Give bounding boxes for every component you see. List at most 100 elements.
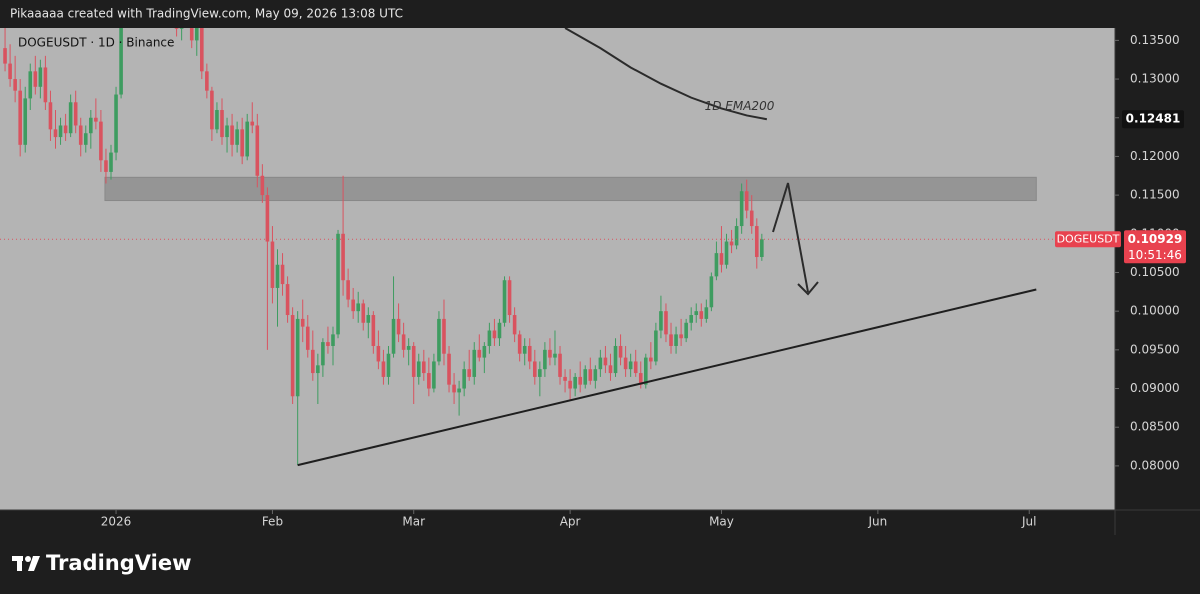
y-tick-label: 0.10500 <box>1130 265 1180 279</box>
ema-label: 1D EMA200 <box>705 99 775 113</box>
candle-body <box>694 311 699 316</box>
candle-body <box>724 241 729 265</box>
candle-body <box>613 345 618 374</box>
candle-body <box>406 345 411 350</box>
candle-body <box>356 303 361 312</box>
candle-body <box>729 241 734 246</box>
candle-body <box>200 28 204 72</box>
ema-price-box <box>1122 110 1184 129</box>
candle-body <box>396 318 401 335</box>
candle-body <box>749 210 754 227</box>
logo-part <box>25 556 31 562</box>
candle-body <box>593 369 598 381</box>
candle-body <box>462 369 466 389</box>
candle-body <box>255 125 260 176</box>
candle-body <box>553 353 557 358</box>
candle-body <box>739 191 744 227</box>
candle-body <box>492 330 497 339</box>
candle-body <box>679 334 683 339</box>
candle-body <box>654 330 658 362</box>
candle-body <box>386 353 391 377</box>
candle-body <box>94 117 98 122</box>
candle-body <box>638 373 643 385</box>
candle-body <box>351 299 355 312</box>
candle-body <box>760 239 764 258</box>
candle-body <box>401 334 406 350</box>
candle-body <box>346 280 350 300</box>
countdown-label: 10:51:46 <box>1128 248 1182 262</box>
candle-body <box>719 253 724 265</box>
candle-body <box>734 226 739 246</box>
candle-body <box>633 361 638 374</box>
brand-name: TradingView <box>46 551 191 575</box>
candle-body <box>331 334 335 346</box>
candle-body <box>472 349 477 377</box>
plot-area <box>0 28 1115 510</box>
x-tick-label: Jun <box>867 515 887 529</box>
candle-body <box>714 253 719 277</box>
candle-body <box>270 241 275 288</box>
candle-body <box>245 121 250 157</box>
candle-body <box>608 365 613 374</box>
candle-body <box>321 342 325 366</box>
brand: TradingView <box>12 551 191 575</box>
candle-body <box>341 233 345 281</box>
candle-body <box>447 353 451 385</box>
candle-body <box>23 98 28 145</box>
candle-body <box>598 357 603 370</box>
candle-body <box>28 71 33 99</box>
candle-body <box>416 361 421 377</box>
candle-body <box>250 121 255 126</box>
candle-body <box>194 28 199 41</box>
candle-body <box>527 345 532 362</box>
candle-body <box>83 133 88 145</box>
logo-part <box>28 556 40 571</box>
candle-body <box>578 376 583 385</box>
price-label: 0.10929 <box>1128 232 1183 246</box>
candle-body <box>684 322 688 339</box>
candle-body <box>643 357 648 385</box>
candle-body <box>8 63 12 80</box>
candle-body <box>220 110 224 138</box>
candle-body <box>311 349 315 374</box>
candle-body <box>744 191 749 211</box>
candle-body <box>538 369 542 377</box>
ticker-box <box>1055 231 1121 248</box>
candle-body <box>48 102 53 130</box>
candle-body <box>467 369 472 377</box>
candle-body <box>497 322 502 339</box>
candle-body <box>63 125 68 134</box>
candle-body <box>68 102 73 134</box>
candle-body <box>18 90 22 145</box>
candle-body <box>235 129 239 145</box>
price-box <box>1124 230 1186 264</box>
header: Pikaaaaa created with TradingView.com, M… <box>10 7 403 21</box>
candle-body <box>502 280 507 323</box>
candle-body <box>669 334 673 346</box>
y-tick-label: 0.11500 <box>1130 188 1180 202</box>
candle-body <box>230 125 234 145</box>
candle-body <box>280 264 285 285</box>
ticker-label: DOGEUSDT <box>1057 232 1120 245</box>
candle-body <box>689 315 693 323</box>
candle-body <box>432 361 436 389</box>
candle-body <box>649 357 653 362</box>
symbol-title: DOGEUSDT · 1D · Binance <box>18 36 174 50</box>
candle-body <box>583 369 588 385</box>
candle-body <box>305 326 310 350</box>
y-tick-label: 0.09500 <box>1130 342 1180 356</box>
candle-body <box>664 311 668 335</box>
x-tick-label: Mar <box>402 515 425 529</box>
candle-body <box>623 357 628 370</box>
arrow-head <box>797 281 819 296</box>
candle-body <box>704 307 709 319</box>
candle-body <box>457 388 461 393</box>
candle-body <box>442 318 446 354</box>
candle-body <box>452 384 456 393</box>
logo-part <box>17 556 22 571</box>
candle-body <box>376 345 381 362</box>
candle-body <box>189 28 194 41</box>
candle-body <box>240 129 244 157</box>
candle-body <box>603 357 608 366</box>
candle-body <box>89 117 93 134</box>
